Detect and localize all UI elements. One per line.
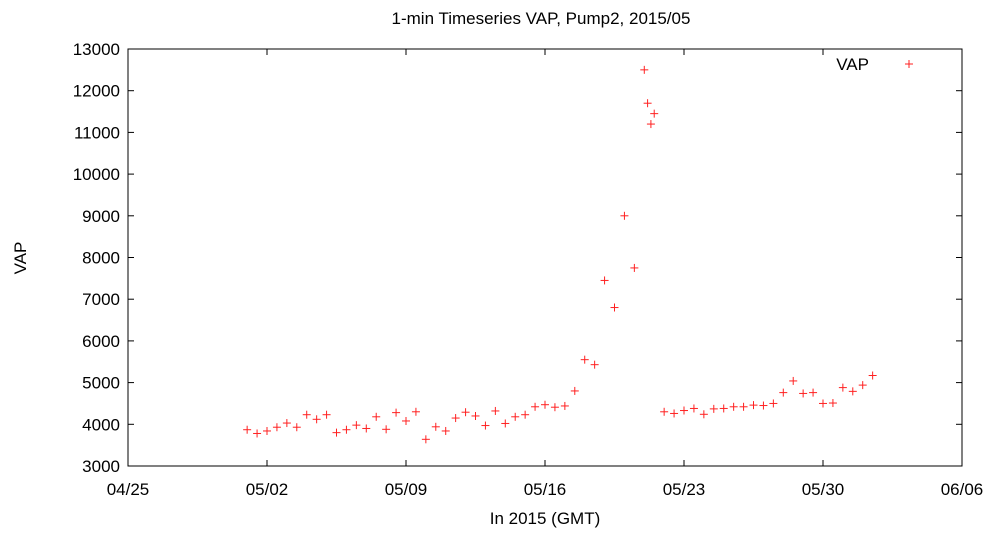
data-point: [779, 388, 788, 397]
data-point: [819, 399, 827, 408]
data-point: [511, 412, 520, 421]
data-point: [769, 399, 778, 408]
data-point: [342, 425, 351, 434]
data-point: [699, 410, 708, 419]
data-point: [481, 421, 490, 430]
legend-marker-plus: [905, 60, 913, 68]
series-vap: [243, 65, 877, 444]
y-axis: 3000 4000 5000 6000 7000 8000 9000 10000 11000 12…: [73, 40, 962, 476]
data-point: [531, 402, 540, 411]
data-point: [670, 409, 679, 418]
data-point: [421, 435, 430, 444]
data-point: [560, 401, 569, 410]
y-tick-label: 5000: [82, 374, 120, 393]
data-point: [312, 415, 321, 424]
data-point: [646, 120, 655, 129]
legend: VAP: [836, 55, 913, 74]
data-point: [828, 399, 837, 408]
legend-marker-vap: [905, 60, 913, 68]
y-tick-label: 13000: [73, 40, 120, 59]
data-point: [272, 423, 281, 432]
data-point: [461, 408, 470, 417]
data-point: [709, 404, 718, 413]
data-point: [372, 412, 381, 421]
data-point: [263, 426, 271, 435]
data-point: [491, 406, 500, 415]
data-point: [590, 360, 599, 369]
data-point: [838, 383, 847, 392]
chart-title: 1-min Timeseries VAP, Pump2, 2015/05: [392, 9, 691, 28]
y-tick-label: 11000: [74, 123, 120, 142]
data-point: [392, 408, 401, 417]
data-point: [610, 303, 619, 312]
y-tick-label: 3000: [82, 457, 120, 476]
data-point: [680, 406, 688, 415]
data-point: [868, 371, 877, 380]
data-point: [441, 426, 450, 435]
data-point: [580, 355, 589, 364]
data-point: [352, 421, 361, 430]
data-point: [501, 419, 510, 428]
data-point: [600, 276, 609, 285]
y-axis-label: VAP: [11, 242, 30, 275]
x-axis: 04/25 05/02 05/09 05/16 05/23 05/30 06/06: [107, 49, 984, 499]
data-point: [322, 410, 331, 419]
data-point: [620, 211, 629, 220]
x-tick-label: 05/02: [246, 480, 289, 499]
data-point: [550, 403, 559, 412]
data-point: [858, 381, 867, 390]
y-tick-label: 7000: [82, 290, 120, 309]
data-point: [411, 407, 420, 416]
data-point: [402, 416, 410, 425]
data-point: [570, 386, 579, 395]
data-point: [332, 428, 341, 437]
data-point: [689, 404, 698, 413]
data-point: [282, 419, 291, 428]
x-tick-label: 05/30: [802, 480, 845, 499]
x-tick-label: 05/16: [524, 480, 567, 499]
data-point: [362, 424, 371, 433]
y-tick-label: 9000: [82, 207, 120, 226]
data-point: [650, 109, 659, 118]
data-point: [382, 425, 391, 434]
data-point: [630, 263, 639, 272]
x-tick-label: 04/25: [107, 480, 150, 499]
y-tick-label: 4000: [82, 415, 120, 434]
data-point: [292, 423, 301, 432]
data-point: [521, 410, 530, 419]
data-point: [749, 401, 758, 410]
data-point: [640, 65, 649, 74]
data-point: [789, 376, 798, 385]
y-tick-label: 6000: [82, 332, 120, 351]
x-axis-label: In 2015 (GMT): [490, 509, 601, 528]
data-point: [739, 402, 748, 411]
x-tick-label: 05/23: [663, 480, 706, 499]
x-tick-label: 06/06: [941, 480, 984, 499]
y-tick-label: 8000: [82, 249, 120, 268]
data-point: [729, 402, 738, 411]
y-tick-label: 12000: [73, 82, 120, 101]
data-point: [799, 389, 808, 398]
data-point: [848, 387, 857, 396]
x-tick-label: 05/09: [385, 480, 428, 499]
data-point: [471, 411, 480, 420]
data-point: [541, 400, 549, 409]
data-point: [451, 414, 460, 423]
data-point: [643, 99, 652, 108]
data-point: [660, 407, 669, 416]
data-point: [302, 410, 311, 419]
legend-label-vap: VAP: [836, 55, 869, 74]
data-point: [253, 429, 262, 438]
data-point: [243, 425, 252, 434]
y-tick-label: 10000: [73, 165, 120, 184]
data-point: [809, 388, 818, 397]
data-point: [431, 422, 440, 431]
data-point: [719, 404, 728, 413]
data-point: [759, 401, 768, 410]
